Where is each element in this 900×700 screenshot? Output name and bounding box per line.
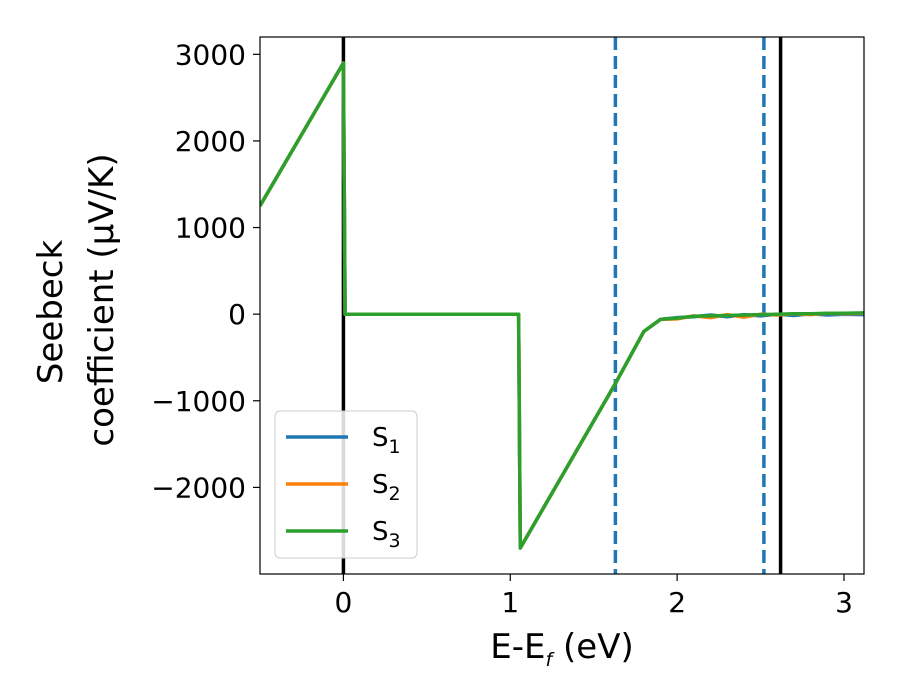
x-axis-label: E-Ef (eV) xyxy=(490,627,633,671)
y-tick-label: −2000 xyxy=(151,471,246,504)
legend-label-s2: S2 xyxy=(372,470,401,505)
legend: S1 S2 S3 xyxy=(274,410,418,559)
y-axis-ticks: 3000 2000 1000 0 −1000 −2000 xyxy=(151,38,260,504)
plot-frame xyxy=(259,36,865,575)
y-tick-label: 3000 xyxy=(175,38,246,71)
y-tick-label: −1000 xyxy=(151,385,246,418)
y-tick-label: 2000 xyxy=(175,125,246,158)
x-tick-label: 0 xyxy=(335,586,353,619)
x-tick-label: 3 xyxy=(835,586,853,619)
y-tick-label: 1000 xyxy=(175,212,246,245)
y-axis-label-line2: coefficient (μV/K) xyxy=(82,153,122,446)
series-layer xyxy=(260,61,864,550)
x-tick-label: 2 xyxy=(668,586,686,619)
legend-label-s3: S3 xyxy=(372,517,401,552)
y-axis-label-line1: Seebeck xyxy=(31,240,71,385)
series-line-s3 xyxy=(260,61,864,550)
x-axis-ticks: 0 1 2 3 xyxy=(335,574,853,619)
y-tick-label: 0 xyxy=(228,298,246,331)
legend-label-s1: S1 xyxy=(372,423,401,458)
x-tick-label: 1 xyxy=(501,586,519,619)
